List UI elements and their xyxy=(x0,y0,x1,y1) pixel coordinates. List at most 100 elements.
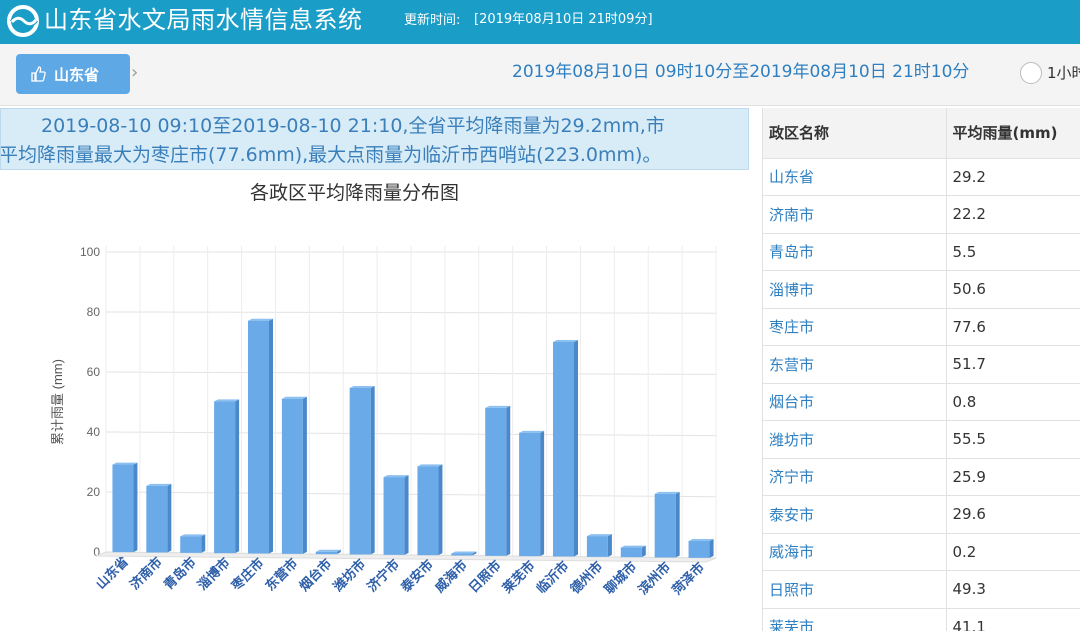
region-link[interactable]: 青岛市 xyxy=(763,233,947,271)
summary-line-1: 2019-08-10 09:10至2019-08-10 21:10,全省平均降雨… xyxy=(41,115,665,137)
bar xyxy=(112,464,134,553)
avg-rainfall-value: 29.6 xyxy=(946,495,1080,534)
x-tick-label: 山东省 xyxy=(93,554,131,592)
bar-top xyxy=(281,396,307,399)
toolbar: 山东省 › 2019年08月10日 09时10分至2019年08月10日 21时… xyxy=(0,44,1080,106)
bar xyxy=(451,553,473,556)
table-row: 枣庄市 77.6 xyxy=(763,308,1080,346)
bar xyxy=(146,485,168,553)
x-tick-label: 菏泽市 xyxy=(669,559,707,597)
bar xyxy=(214,401,236,554)
avg-rainfall-value: 55.5 xyxy=(946,420,1080,459)
bar-top xyxy=(146,483,172,486)
region-link[interactable]: 日照市 xyxy=(763,570,947,609)
bar-side xyxy=(404,475,409,555)
bar xyxy=(688,541,710,558)
x-tick-label: 济南市 xyxy=(127,554,165,592)
x-tick-label: 滨州市 xyxy=(635,559,673,597)
bar xyxy=(552,342,575,557)
x-tick-label: 威海市 xyxy=(432,557,470,595)
column-header-avg-rainfall[interactable]: 平均雨量(mm) xyxy=(946,108,1080,159)
bar-top xyxy=(417,464,443,467)
rainfall-summary: 2019-08-10 09:10至2019-08-10 21:10,全省平均降雨… xyxy=(0,108,749,170)
region-link[interactable]: 莱芜市 xyxy=(763,608,947,631)
table-row: 山东省 29.2 xyxy=(763,158,1080,196)
bar-top xyxy=(451,551,477,554)
bar xyxy=(349,388,371,555)
x-tick-label: 东营市 xyxy=(262,555,300,593)
app-title: 山东省水文局雨水情信息系统 xyxy=(44,6,363,34)
region-link[interactable]: 烟台市 xyxy=(763,383,947,421)
bar xyxy=(485,407,507,556)
x-tick-label: 聊城市 xyxy=(601,559,639,597)
bar-side xyxy=(607,534,612,557)
bar-side xyxy=(540,430,545,557)
bar xyxy=(247,320,270,554)
x-tick-label: 枣庄市 xyxy=(228,555,267,594)
bar-side xyxy=(438,464,443,556)
table-row: 淄博市 50.6 xyxy=(763,270,1080,309)
region-link[interactable]: 枣庄市 xyxy=(763,308,947,346)
region-link[interactable]: 潍坊市 xyxy=(763,420,947,459)
region-link[interactable]: 威海市 xyxy=(763,533,947,571)
app-header: 山东省水文局雨水情信息系统 更新时间: [2019年08月10日 21时09分] xyxy=(0,0,1080,44)
avg-rainfall-value: 49.3 xyxy=(946,570,1080,609)
bar xyxy=(519,432,541,557)
bar-side xyxy=(336,549,341,555)
region-select-button[interactable]: 山东省 xyxy=(16,54,130,94)
bar xyxy=(315,551,337,555)
x-tick-label: 泰安市 xyxy=(397,557,436,596)
bar-top xyxy=(688,539,714,542)
bar-side xyxy=(709,539,714,558)
bar-top xyxy=(519,430,545,433)
avg-rainfall-value: 41.1 xyxy=(946,608,1080,631)
x-tick-label: 莱芜市 xyxy=(500,558,538,596)
x-tick-label: 淄博市 xyxy=(195,555,233,593)
table-row: 东营市 51.7 xyxy=(763,345,1080,384)
bar-side xyxy=(201,534,206,553)
avg-rainfall-value: 0.8 xyxy=(946,383,1080,421)
chart-title: 各政区平均降雨量分布图 xyxy=(250,182,460,204)
bar-top xyxy=(315,549,341,552)
table-row: 青岛市 5.5 xyxy=(763,233,1080,271)
bar-side xyxy=(641,545,646,558)
table-row: 威海市 0.2 xyxy=(763,533,1080,571)
region-link[interactable]: 济南市 xyxy=(763,195,947,234)
time-range-text: 2019年08月10日 09时10分至2019年08月10日 21时10分 xyxy=(512,62,970,82)
column-header-region[interactable]: 政区名称 xyxy=(763,108,947,159)
table-row: 济南市 22.2 xyxy=(763,195,1080,234)
x-tick-label: 德州市 xyxy=(567,558,605,596)
region-link[interactable]: 淄博市 xyxy=(763,270,947,309)
bar-side xyxy=(472,551,477,556)
bar-side xyxy=(506,405,511,556)
bar xyxy=(620,547,642,558)
x-tick-label: 烟台市 xyxy=(296,556,334,594)
bar-top xyxy=(383,475,409,478)
region-link[interactable]: 泰安市 xyxy=(763,495,947,534)
x-tick-label: 临沂市 xyxy=(533,558,571,596)
update-time-value: [2019年08月10日 21时09分] xyxy=(474,12,653,27)
bar xyxy=(654,493,676,558)
bar-top xyxy=(214,399,240,402)
avg-rainfall-value: 29.2 xyxy=(946,158,1080,196)
water-logo-icon xyxy=(7,5,39,37)
bar xyxy=(383,477,405,555)
bar-top xyxy=(654,491,680,494)
table-row: 潍坊市 55.5 xyxy=(763,420,1080,459)
chart-floor xyxy=(95,551,717,563)
region-link[interactable]: 济宁市 xyxy=(763,458,947,496)
bar-top xyxy=(620,545,646,548)
bar-side xyxy=(370,386,375,555)
y-tick-label: 20 xyxy=(87,485,101,499)
bar xyxy=(180,536,202,553)
region-link[interactable]: 东营市 xyxy=(763,345,947,384)
bar-side xyxy=(302,396,307,554)
avg-rainfall-value: 5.5 xyxy=(946,233,1080,271)
interval-radio[interactable] xyxy=(1020,62,1042,84)
region-link[interactable]: 山东省 xyxy=(763,158,947,196)
bar-top xyxy=(349,386,375,388)
x-tick-label: 济宁市 xyxy=(364,556,402,594)
table-row: 日照市 49.3 xyxy=(763,570,1080,609)
avg-rainfall-value: 25.9 xyxy=(946,458,1080,496)
interval-radio-label[interactable]: 1小时 xyxy=(1047,64,1080,82)
